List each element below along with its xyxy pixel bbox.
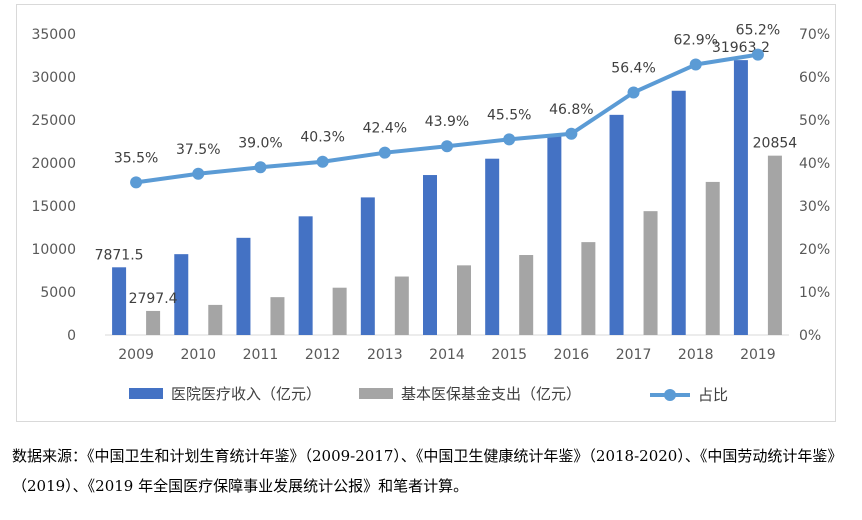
x-tick-label: 2016 [554, 347, 590, 363]
ratio-marker [751, 48, 764, 61]
y-left-tick-label: 30000 [31, 70, 76, 86]
chart-canvas: 0 5000 10000 15000 20000 25000 30000 35000 0% 10%… [31, 23, 830, 404]
x-tick-label: 2009 [118, 347, 154, 363]
x-tick-label: 2019 [740, 347, 776, 363]
x-tick-label: 2014 [429, 347, 465, 363]
y-right-tick-label: 40% [799, 156, 830, 172]
y-left-tick-label: 10000 [31, 242, 76, 258]
y-left-tick-label: 15000 [31, 199, 76, 215]
ratio-data-label: 56.4% [611, 60, 655, 76]
bar-data-label: 2797.4 [129, 291, 178, 307]
y-left-tick-label: 20000 [31, 156, 76, 172]
ratio-marker [130, 176, 143, 189]
ratio-data-label: 46.8% [549, 102, 593, 118]
y-right-tick-label: 50% [799, 113, 830, 129]
bar-insurance-expenditure [332, 287, 347, 335]
ratio-marker [254, 161, 267, 174]
bar-insurance-expenditure [767, 155, 782, 335]
bar-hospital-revenue [671, 90, 686, 335]
ratio-data-label: 40.3% [300, 130, 344, 146]
bar-hospital-revenue [360, 197, 375, 335]
ratio-data-label: 35.5% [114, 150, 158, 166]
y-right-tick-label: 0% [799, 328, 821, 344]
ratio-data-label: 45.5% [487, 107, 531, 123]
bar-hospital-revenue [547, 136, 562, 335]
bar-insurance-expenditure [581, 242, 596, 335]
ratio-marker [316, 155, 329, 168]
legend-label-insurance-expenditure: 基本医保基金支出（亿元） [401, 385, 581, 403]
x-tick-label: 2018 [678, 347, 714, 363]
y-right-tick-label: 20% [799, 242, 830, 258]
ratio-data-label: 43.9% [425, 114, 469, 130]
bar-hospital-revenue [423, 175, 437, 335]
bar-hospital-revenue [236, 237, 251, 335]
bar-insurance-expenditure [146, 310, 161, 335]
bar-hospital-revenue [733, 60, 748, 335]
bar-hospital-revenue [112, 267, 127, 335]
ratio-data-label: 42.4% [363, 121, 407, 137]
ratio-marker [503, 133, 516, 146]
bar-insurance-expenditure [519, 255, 534, 335]
bar-insurance-expenditure [643, 211, 658, 335]
bar-hospital-revenue [485, 158, 500, 335]
x-tick-label: 2013 [367, 347, 403, 363]
bar-insurance-expenditure [394, 276, 409, 335]
bar-hospital-revenue [609, 114, 624, 335]
ratio-marker [441, 140, 453, 153]
legend-label-ratio: 占比 [698, 386, 728, 404]
bar-insurance-expenditure [705, 181, 720, 335]
y-right-tick-label: 70% [799, 27, 830, 43]
ratio-marker [627, 86, 640, 99]
ratio-marker [689, 58, 702, 71]
ratio-data-label: 39.0% [238, 135, 282, 151]
x-tick-label: 2011 [243, 347, 279, 363]
bar-hospital-revenue [174, 254, 189, 335]
y-right-tick-label: 60% [799, 70, 830, 86]
ratio-marker [192, 167, 205, 180]
bar-data-label: 7871.5 [95, 247, 144, 263]
legend-marker-ratio [664, 389, 676, 401]
bar-insurance-expenditure [270, 297, 285, 335]
ratio-data-label: 37.5% [176, 142, 220, 158]
x-tick-label: 2010 [180, 347, 216, 363]
ratio-data-label: 62.9% [673, 33, 717, 49]
y-right-tick-label: 10% [799, 285, 830, 301]
ratio-marker [565, 127, 578, 140]
source-caption: 数据来源：《中国卫生和计划生育统计年鉴》（2009-2017）、《中国卫生健康统… [12, 447, 843, 495]
x-tick-label: 2015 [491, 347, 527, 363]
chart-frame: 0 5000 10000 15000 20000 25000 30000 35000 0% 10%… [16, 4, 836, 422]
bar-hospital-revenue [298, 216, 313, 335]
legend-swatch-insurance-expenditure [359, 388, 393, 399]
y-right-tick-label: 30% [799, 199, 830, 215]
y-left-tick-label: 35000 [31, 27, 76, 43]
x-tick-label: 2017 [616, 347, 652, 363]
legend-label-hospital-revenue: 医院医疗收入（亿元） [171, 385, 321, 403]
x-tick-label: 2012 [305, 347, 341, 363]
ratio-data-label: 65.2% [736, 23, 780, 39]
legend-swatch-hospital-revenue [129, 388, 163, 399]
y-left-tick-label: 0 [67, 328, 76, 344]
y-left-tick-label: 25000 [31, 113, 76, 129]
ratio-marker [378, 146, 391, 159]
y-left-tick-label: 5000 [40, 285, 76, 301]
bar-insurance-expenditure [457, 265, 471, 335]
bar-data-label: 20854 [753, 136, 798, 152]
bar-insurance-expenditure [208, 304, 223, 335]
